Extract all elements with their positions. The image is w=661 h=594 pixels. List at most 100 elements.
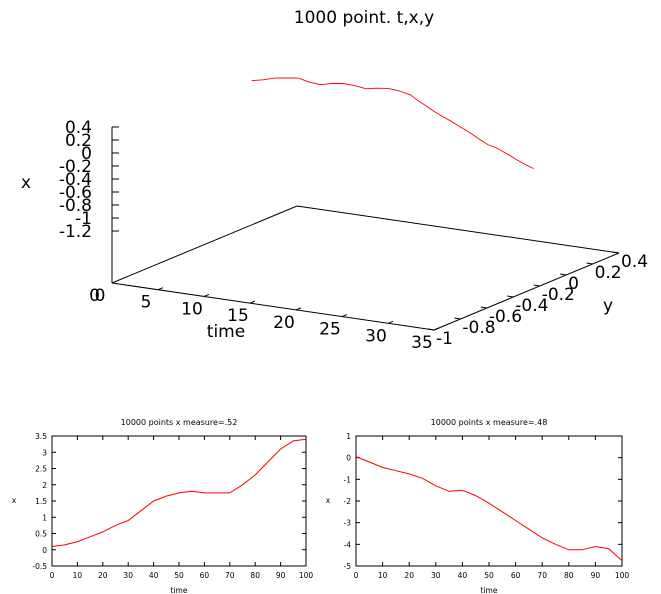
x-tick-label: 0.4	[65, 118, 92, 138]
x-tick-label: 100	[299, 571, 314, 580]
y-tick-label: 0	[568, 274, 579, 294]
x-axis-label: time	[171, 586, 188, 594]
x-tick-label: 50	[174, 571, 184, 580]
time-tick-label: 15	[227, 306, 249, 326]
time-tick-mark	[433, 327, 440, 331]
y-tick-label: -0.4	[515, 296, 548, 316]
y-tick-label: 2	[42, 481, 47, 490]
y-tick-label: 0	[346, 454, 351, 463]
back-axis	[111, 205, 298, 284]
time-tick-label: 25	[319, 320, 341, 340]
y-tick-label: 2.5	[35, 465, 47, 474]
x-tick-label: 0.2	[65, 131, 92, 151]
time-tick-mark	[387, 320, 394, 324]
time-tick-mark	[341, 314, 348, 318]
back-time-axis	[296, 205, 620, 254]
time-tick-label: 30	[365, 326, 387, 346]
chart-title: 10000 points x measure=.52	[121, 418, 238, 427]
x-tick-label: -0.8	[59, 196, 92, 216]
x-tick-label: 20	[404, 571, 414, 580]
x-tick-label: 90	[591, 571, 601, 580]
plot-frame	[355, 435, 623, 567]
time-tick-label: 10	[181, 299, 203, 319]
x-tick-label: 70	[225, 571, 235, 580]
y-tick-label: -0.8	[462, 318, 495, 338]
tick-group: 0 10 20 30 40 50 60 70 80 90 100 -5 -4 -3 -2 -1 0 1	[344, 432, 630, 580]
x-tick-label: 60	[200, 571, 210, 580]
x-tick-label: 30	[431, 571, 441, 580]
x-tick-label: 0	[89, 286, 100, 306]
time-tick-label: 5	[141, 293, 152, 313]
3d-line-chart: 1000 point. t,x,y 0 5 10 15 20 25 30 35 -1-0.8-0…	[21, 8, 648, 353]
y-tick-label: -0.5	[32, 562, 47, 571]
x-tick-label: 40	[149, 571, 159, 580]
x-tick-label: -0.4	[59, 170, 92, 190]
series-line	[51, 438, 307, 547]
y-tick-label: 1	[42, 513, 47, 522]
x-tick-label: -0.6	[59, 183, 92, 203]
y-tick-label: -2	[344, 497, 352, 506]
tick-group: 0 10 20 30 40 50 60 70 80 90 100-0.500.511.522.533…	[32, 432, 313, 580]
x-tick-label: 0	[50, 571, 55, 580]
y-tick-label: 3	[42, 448, 47, 457]
time-tick-mark	[157, 287, 164, 291]
x-tick-label: 80	[564, 571, 574, 580]
time-tick-label: 35	[411, 333, 433, 353]
y-tick-label: -1	[344, 475, 352, 484]
series-line	[355, 456, 623, 561]
3d-tick-labels: 0 5 10 15 20 25 30 35 -1-0.8-0.6-0.4-0.200.20.40…	[59, 118, 648, 353]
x-tick-label: 50	[484, 571, 494, 580]
x-tick-label: 0	[81, 144, 92, 164]
y-tick-mark	[533, 284, 540, 287]
x-tick-label: -1	[75, 209, 92, 229]
y-axis-label: x	[326, 496, 331, 505]
line-chart-measure-52: 10000 points x measure=.52 0 10 20 30 40 50 60…	[12, 418, 314, 594]
x-tick-label: 30	[123, 571, 133, 580]
y-tick-label: -0.6	[489, 307, 522, 327]
x-tick-label: -0.2	[59, 157, 92, 177]
y-tick-label: 0.2	[595, 263, 622, 283]
y-tick-mark	[480, 306, 487, 309]
z-axis-label: x	[21, 173, 31, 193]
y-tick-label: 0.4	[621, 252, 648, 272]
y-tick-label: -0.2	[542, 285, 575, 305]
series-3d-trajectory	[251, 77, 534, 170]
time-tick-mark	[295, 307, 302, 311]
x-tick-label: 90	[276, 571, 286, 580]
time-tick-mark	[249, 300, 256, 304]
chart-title: 1000 point. t,x,y	[294, 8, 434, 28]
time-tick-mark	[203, 293, 210, 297]
y-tick-label: 1.5	[35, 497, 47, 506]
time-axis	[111, 282, 435, 331]
x-tick-label: 20	[98, 571, 108, 580]
y-axis-label: y	[603, 296, 613, 316]
x-tick-label: 80	[250, 571, 260, 580]
y-tick-mark	[560, 273, 567, 276]
y-tick-label: -1	[436, 329, 453, 349]
x-tick-label: 100	[615, 571, 630, 580]
y-axis	[433, 252, 620, 331]
x-tick-label: 0	[354, 571, 359, 580]
x-tick-label: 60	[511, 571, 521, 580]
y-tick-label: 0	[42, 546, 47, 555]
y-tick-label: 3.5	[35, 432, 47, 441]
y-axis-label: x	[12, 496, 17, 505]
y-tick-mark	[507, 295, 514, 298]
y-tick-mark	[454, 317, 461, 320]
y-tick-label: 0.5	[35, 530, 47, 539]
time-tick-label: 20	[273, 313, 295, 333]
y-tick-mark	[427, 328, 435, 331]
y-tick-label: 1	[346, 432, 351, 441]
x-tick-label: 10	[73, 571, 83, 580]
x-tick-label: 10	[378, 571, 388, 580]
x-tick-label: 40	[458, 571, 468, 580]
x-axis-label: time	[481, 586, 498, 594]
y-tick-label: -5	[344, 562, 352, 571]
y-tick-label: -4	[344, 540, 352, 549]
y-tick-mark	[586, 262, 593, 265]
y-tick-label: -3	[344, 519, 352, 528]
chart-title: 10000 points x measure=.48	[431, 418, 548, 427]
x-tick-label: -1.2	[59, 222, 92, 242]
time-tick-label: 0	[95, 286, 106, 306]
